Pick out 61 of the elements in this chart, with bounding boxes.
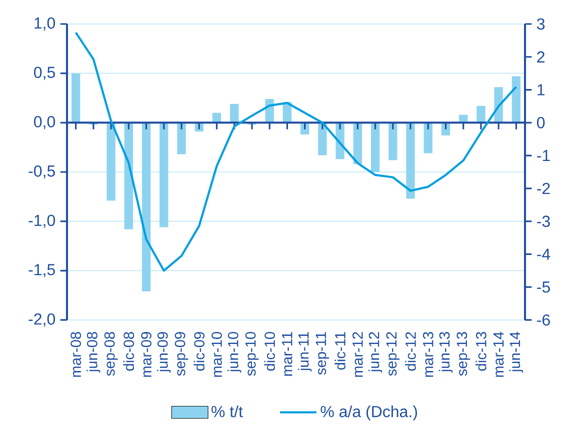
y-tick-label: 1,0 xyxy=(34,17,56,31)
y-tick-label: -1,0 xyxy=(28,214,56,228)
bar xyxy=(160,122,168,228)
y2-tick-label: -5 xyxy=(537,282,550,293)
x-tick-label: jun-12 xyxy=(368,332,382,372)
y2-tick-label: -4 xyxy=(537,248,550,260)
bar xyxy=(177,122,186,154)
x-tick-label: jun-09 xyxy=(157,332,171,372)
legend-label: % a/a (Dcha.) xyxy=(320,406,417,420)
bar xyxy=(353,122,362,164)
x-tick-label: sep-08 xyxy=(104,332,118,376)
x-tick-label: mar-13 xyxy=(422,332,434,377)
y2-tick-label: -6 xyxy=(537,314,550,326)
bar xyxy=(106,122,116,201)
x-tick-label: mar-12 xyxy=(352,332,363,377)
bar xyxy=(406,122,415,199)
x-tick-label: jun-08 xyxy=(86,332,100,372)
x-tick-label: mar-14 xyxy=(493,332,504,377)
x-tick-label: dic-12 xyxy=(405,332,416,371)
legend-label: % t/t xyxy=(212,406,243,418)
y-tick-label: -2,0 xyxy=(28,313,56,327)
x-tick-label: sep-09 xyxy=(174,332,188,376)
x-tick-label: mar-10 xyxy=(212,332,222,377)
bar xyxy=(124,122,133,230)
line-series xyxy=(74,31,518,272)
bar xyxy=(370,122,380,172)
x-tick-label: sep-12 xyxy=(386,332,400,376)
bar xyxy=(388,122,398,160)
bar xyxy=(512,76,521,123)
y2-tick-label: 1 xyxy=(538,84,544,96)
bar xyxy=(71,73,80,123)
y-tick-label: -1,5 xyxy=(28,264,55,278)
x-tick-label: mar-11 xyxy=(282,332,292,376)
bar xyxy=(318,122,327,156)
x-tick-label: sep-11 xyxy=(316,332,329,375)
bar xyxy=(230,104,239,123)
bar xyxy=(142,122,151,292)
y-tick-label: 0,5 xyxy=(34,66,55,80)
y2-tick-label: 3 xyxy=(536,18,545,30)
x-tick-label: sep-10 xyxy=(245,332,259,376)
bar xyxy=(424,122,432,154)
x-tick-label: dic-08 xyxy=(123,332,134,371)
x-tick-label: sep-13 xyxy=(456,332,470,376)
x-tick-label: jun-11 xyxy=(298,332,312,372)
x-tick-label: dic-10 xyxy=(264,332,275,371)
bar xyxy=(476,106,486,123)
x-tick-label: jun-10 xyxy=(228,332,242,372)
y2-tick-label: -3 xyxy=(537,216,550,227)
y2-tick-label: 2 xyxy=(537,51,544,62)
x-tick-label: dic-09 xyxy=(194,332,205,371)
y2-tick-label: 0 xyxy=(537,117,545,128)
x-tick-label: dic-13 xyxy=(476,332,486,371)
x-tick-label: jun-14 xyxy=(509,332,524,372)
x-tick-label: dic-11 xyxy=(334,332,346,370)
x-tick-label: jun-13 xyxy=(438,332,453,372)
x-tick-label: mar-09 xyxy=(141,332,152,377)
y2-tick-label: -1 xyxy=(537,150,550,162)
y-tick-label: 0,0 xyxy=(34,116,56,130)
y2-tick-label: -2 xyxy=(537,182,550,194)
x-tick-label: mar-08 xyxy=(70,332,82,377)
y-tick-label: -0,5 xyxy=(28,165,55,179)
